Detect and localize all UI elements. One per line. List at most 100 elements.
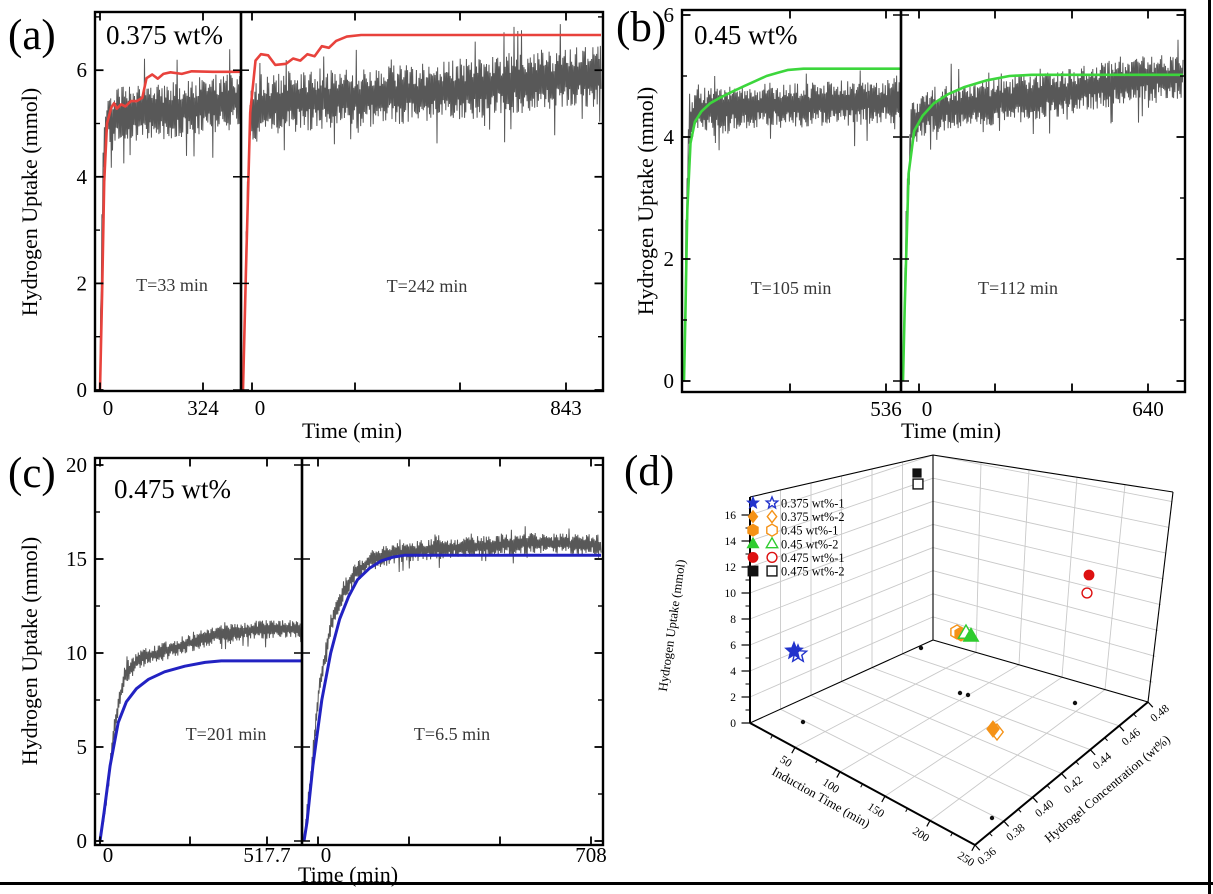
panel-c-annotation-1: T=201 min bbox=[185, 724, 267, 744]
legend-label: 0.475 wt%-1 bbox=[781, 551, 845, 565]
smoothed-data-series bbox=[682, 67, 901, 382]
z-tick-label: 4 bbox=[730, 666, 736, 678]
panel-b-yaxis-label: Hydrogen Uptake (mmol) bbox=[633, 86, 658, 316]
y-minor-tick bbox=[1104, 737, 1108, 742]
x-minor-tick bbox=[770, 734, 773, 739]
panel-c-yaxis-label: Hydrogen Uptake (mmol) bbox=[17, 536, 42, 766]
x-minor-tick bbox=[950, 832, 953, 837]
legend-label: 0.375 wt%-1 bbox=[781, 497, 845, 511]
right-wall-edge bbox=[1147, 491, 1174, 703]
legend-label: 0.45 wt%-1 bbox=[781, 524, 838, 538]
projection-dot bbox=[1072, 700, 1078, 706]
smoothed-data-series bbox=[302, 553, 601, 842]
x-tick bbox=[881, 795, 886, 803]
y-tick-label: 4 bbox=[664, 125, 675, 149]
x-tick bbox=[926, 820, 931, 827]
z-tick-label: 10 bbox=[725, 588, 737, 600]
legend-label: 0.45 wt%-2 bbox=[781, 537, 838, 551]
floor-gridline bbox=[810, 694, 1033, 798]
legend-marker-filled bbox=[747, 509, 759, 524]
scatter-point-diamond-filled bbox=[986, 720, 1000, 738]
legend-marker-open bbox=[766, 551, 778, 564]
wall-top-edge bbox=[749, 454, 934, 498]
floor-gridline bbox=[780, 708, 1005, 822]
legend-marker-filled bbox=[747, 565, 759, 577]
x-tick-label: 324 bbox=[187, 396, 219, 420]
panel-c-chart: 0 5 10 15 20 0 517.7 0 708 bbox=[66, 453, 607, 867]
scatter-point-circle-open bbox=[1081, 587, 1093, 599]
y-tick-label: 6 bbox=[77, 58, 88, 82]
legend-marker-open bbox=[766, 565, 778, 577]
right-wall-gridline bbox=[1018, 469, 1030, 665]
x-minor-tick bbox=[860, 783, 863, 788]
y-tick-label: 0 bbox=[664, 369, 675, 393]
legend-marker-open bbox=[766, 509, 778, 524]
legend-marker-filled bbox=[746, 495, 760, 510]
right-wall-gridline bbox=[932, 616, 1153, 683]
y-tick-label: 15 bbox=[66, 547, 87, 571]
y-minor-tick bbox=[1133, 713, 1137, 718]
x-tick bbox=[791, 747, 796, 754]
smoothed-data-series bbox=[98, 659, 302, 842]
y-tick bbox=[1061, 773, 1067, 780]
plot-frame bbox=[93, 10, 605, 393]
floor-back-right-edge bbox=[932, 639, 1149, 703]
y-tick bbox=[1032, 796, 1038, 803]
panel-a-annotation-1: T=33 min bbox=[136, 275, 208, 295]
y-axis-title: Hydrogel Concentration (wt%) bbox=[1042, 732, 1173, 845]
z-tick-label: 0 bbox=[730, 718, 736, 730]
right-wall-gridline bbox=[932, 454, 1173, 503]
x-tick-label: 0 bbox=[255, 396, 266, 420]
y-minor-tick bbox=[1017, 808, 1022, 813]
panel-b-chart: 0 2 4 6 536 0 640 bbox=[664, 3, 1187, 421]
noisy-data-series bbox=[303, 526, 602, 841]
y-tick-label: 0 bbox=[77, 829, 88, 853]
panel-b-annotation-1: T=105 min bbox=[750, 278, 832, 298]
panel-b-title: 0.45 wt% bbox=[694, 20, 798, 50]
legend-marker-open bbox=[765, 536, 779, 549]
legend-marker-filled bbox=[747, 551, 759, 563]
panel-c-letter: (c) bbox=[8, 450, 56, 497]
legend-marker-filled bbox=[747, 523, 759, 537]
x-tick-label: 517.7 bbox=[243, 843, 290, 867]
x-minor-tick bbox=[905, 808, 908, 812]
legend-marker-open bbox=[766, 523, 778, 538]
panel-c-title: 0.475 wt% bbox=[114, 474, 231, 504]
y-tick-label: 6 bbox=[664, 3, 675, 27]
panel-a-title: 0.375 wt% bbox=[106, 20, 223, 50]
right-wall-gridline bbox=[932, 593, 1156, 657]
panel-a-annotation-2: T=242 min bbox=[386, 276, 468, 296]
x-minor-tick bbox=[815, 759, 818, 764]
plot-frame bbox=[680, 8, 1187, 394]
projection-dot bbox=[918, 645, 924, 651]
legend-marker-open bbox=[764, 495, 780, 510]
floor-gridline bbox=[841, 681, 1062, 774]
x-tick-label: 200 bbox=[910, 825, 931, 845]
legend-marker-filled bbox=[746, 536, 760, 549]
right-wall-gridline bbox=[975, 462, 982, 653]
right-wall-gridline bbox=[932, 477, 1170, 528]
right-wall-gridline bbox=[932, 500, 1167, 554]
panel-a-yaxis-label: Hydrogen Uptake (mmol) bbox=[17, 87, 42, 317]
panel-d-letter: (d) bbox=[624, 448, 675, 495]
x-tick-label: 0 bbox=[103, 843, 114, 867]
right-wall-gridline bbox=[932, 547, 1162, 606]
scatter-point-circle-filled bbox=[1083, 569, 1095, 581]
projection-dot bbox=[965, 692, 971, 698]
scatter-point-star-filled bbox=[784, 640, 804, 660]
floor-gridline bbox=[902, 653, 1120, 727]
legend-label: 0.475 wt%-2 bbox=[781, 565, 845, 579]
z-tick-label: 12 bbox=[725, 562, 737, 574]
y-tick-label: 2 bbox=[664, 247, 675, 271]
panel-a-chart: 0 2 4 6 0 324 0 843 bbox=[77, 10, 605, 420]
projection-dot bbox=[800, 719, 806, 725]
right-wall-gridline bbox=[932, 523, 1164, 580]
y-tick-label: 5 bbox=[77, 735, 88, 759]
y-tick bbox=[1003, 820, 1010, 827]
smoothed-data-series bbox=[241, 33, 601, 391]
y-tick-label: 10 bbox=[66, 641, 87, 665]
y-tick-label: 0 bbox=[77, 378, 88, 402]
x-tick-label: 0 bbox=[321, 843, 332, 867]
